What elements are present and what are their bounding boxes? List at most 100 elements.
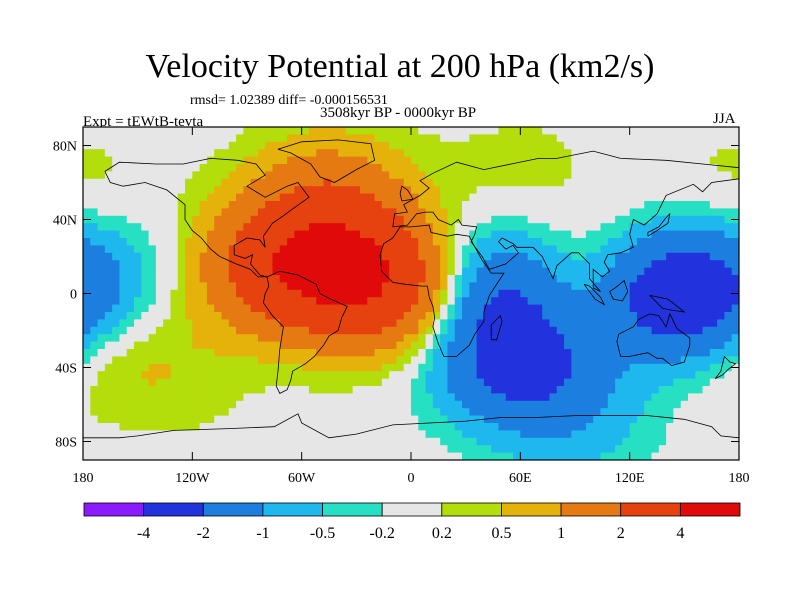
field-cell: [316, 393, 325, 402]
field-cell: [724, 378, 733, 387]
field-cell: [221, 445, 230, 454]
field-cell: [600, 141, 609, 150]
field-cell: [112, 275, 121, 283]
field-cell: [469, 437, 478, 446]
field-cell: [301, 193, 310, 202]
field-cell: [498, 208, 507, 217]
field-cell: [177, 149, 186, 158]
field-cell: [279, 386, 288, 394]
field-cell: [250, 400, 259, 409]
field-cell: [636, 223, 645, 232]
field-cell: [148, 186, 157, 195]
field-cell: [243, 252, 252, 261]
field-cell: [403, 430, 412, 439]
field-cell: [702, 193, 711, 202]
field-cell: [148, 223, 157, 232]
field-cell: [141, 312, 150, 320]
field-cell: [651, 149, 660, 158]
field-cell: [418, 171, 427, 180]
field-cell: [709, 171, 718, 180]
field-cell: [542, 141, 551, 150]
field-cell: [148, 134, 157, 143]
field-cell: [155, 304, 164, 313]
field-cell: [301, 201, 310, 209]
field-cell: [462, 341, 470, 350]
field-cell: [585, 208, 594, 217]
field-cell: [272, 282, 281, 291]
field-cell: [418, 289, 427, 298]
field-cell: [236, 415, 244, 424]
field-cell: [381, 430, 390, 439]
field-cell: [534, 134, 543, 143]
field-cell: [622, 378, 631, 387]
field-cell: [673, 386, 682, 394]
field-cell: [702, 252, 711, 261]
field-cell: [447, 363, 456, 372]
field-cell: [192, 297, 201, 306]
field-cell: [163, 371, 172, 380]
field-cell: [425, 297, 434, 306]
field-cell: [709, 164, 718, 172]
field-cell: [498, 430, 507, 439]
field-cell: [214, 164, 223, 172]
field-cell: [185, 223, 193, 232]
field-cell: [221, 297, 230, 306]
field-cell: [199, 423, 208, 431]
colorbar-label: -4: [137, 525, 150, 542]
field-cell: [607, 408, 616, 417]
field-cell: [148, 171, 157, 180]
field-cell: [513, 193, 521, 202]
field-cell: [556, 400, 565, 409]
field-cell: [505, 415, 514, 424]
field-cell: [717, 267, 726, 276]
field-cell: [396, 267, 405, 276]
field-cell: [513, 326, 521, 335]
field-cell: [454, 164, 463, 172]
field-cell: [221, 230, 230, 239]
field-cell: [214, 223, 223, 232]
field-cell: [389, 400, 398, 409]
field-cell: [301, 408, 310, 417]
field-cell: [447, 445, 456, 454]
field-cell: [513, 349, 521, 357]
field-cell: [673, 341, 682, 350]
field-cell: [549, 149, 558, 158]
field-cell: [330, 319, 339, 328]
field-cell: [338, 171, 346, 180]
field-cell: [629, 164, 638, 172]
field-cell: [301, 230, 310, 239]
field-cell: [636, 260, 645, 269]
field-cell: [228, 371, 237, 380]
field-cell: [221, 267, 230, 276]
field-cell: [600, 437, 609, 446]
field-cell: [308, 289, 317, 298]
field-cell: [411, 193, 419, 202]
field-cell: [622, 334, 631, 343]
field-cell: [308, 400, 317, 409]
field-cell: [90, 193, 99, 202]
field-cell: [141, 452, 150, 460]
field-cell: [680, 215, 689, 224]
field-cell: [527, 326, 536, 335]
field-cell: [257, 363, 266, 372]
field-cell: [549, 304, 558, 313]
field-cell: [345, 164, 354, 172]
field-cell: [104, 201, 113, 209]
field-cell: [556, 275, 565, 283]
field-cell: [163, 349, 172, 357]
field-cell: [177, 349, 186, 357]
field-cell: [163, 178, 172, 187]
field-cell: [185, 400, 193, 409]
field-cell: [564, 230, 572, 239]
field-cell: [257, 223, 266, 232]
x-tick-label: 180: [73, 471, 94, 486]
field-cell: [549, 415, 558, 424]
field-cell: [250, 230, 259, 239]
field-cell: [403, 445, 412, 454]
field-cell: [112, 356, 121, 365]
field-cell: [206, 423, 215, 431]
field-cell: [279, 349, 288, 357]
field-cell: [250, 304, 259, 313]
field-cell: [498, 400, 507, 409]
